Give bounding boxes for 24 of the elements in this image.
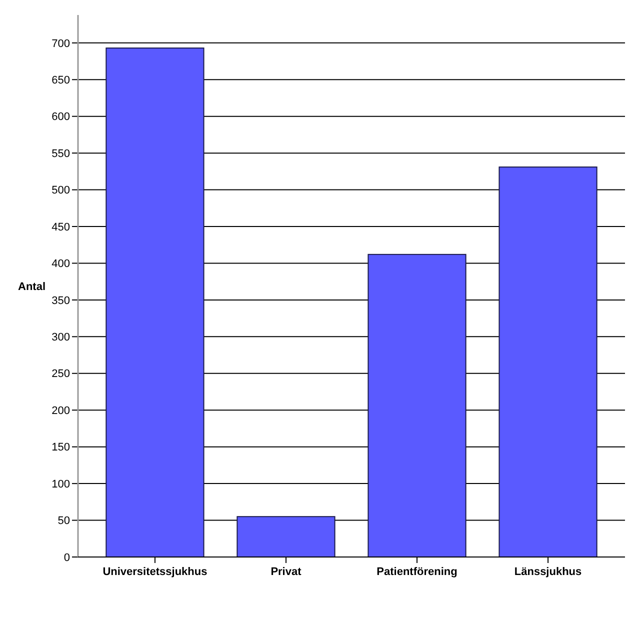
x-tick-label: Länssjukhus xyxy=(514,566,582,578)
y-tick-label: 200 xyxy=(52,404,70,417)
y-tick-label: 650 xyxy=(52,74,70,86)
bar xyxy=(498,166,598,558)
y-tick-label: 50 xyxy=(58,515,70,528)
y-tick-label: 700 xyxy=(52,38,70,50)
y-tick-label: 400 xyxy=(52,258,70,270)
y-tick-label: 300 xyxy=(52,332,70,344)
y-tick-label: 550 xyxy=(52,148,70,160)
x-tick-label: Privat xyxy=(270,566,302,578)
y-tick-label: 150 xyxy=(52,442,70,454)
y-tick-label: 450 xyxy=(52,221,70,234)
y-tick-label: 500 xyxy=(52,184,70,197)
y-tick-label: 0 xyxy=(64,552,70,564)
y-tick-label: 100 xyxy=(52,478,70,490)
x-tick-label: Patientförening xyxy=(376,566,458,578)
y-tick-label: 350 xyxy=(52,294,70,307)
y-tick-label: 250 xyxy=(52,368,70,380)
bar xyxy=(368,254,466,558)
x-tick-label: Universitetssjukhus xyxy=(102,566,208,578)
bar xyxy=(236,516,336,558)
y-axis-title: Antal xyxy=(18,281,46,293)
bar xyxy=(106,48,204,558)
y-tick-label: 600 xyxy=(52,111,70,124)
